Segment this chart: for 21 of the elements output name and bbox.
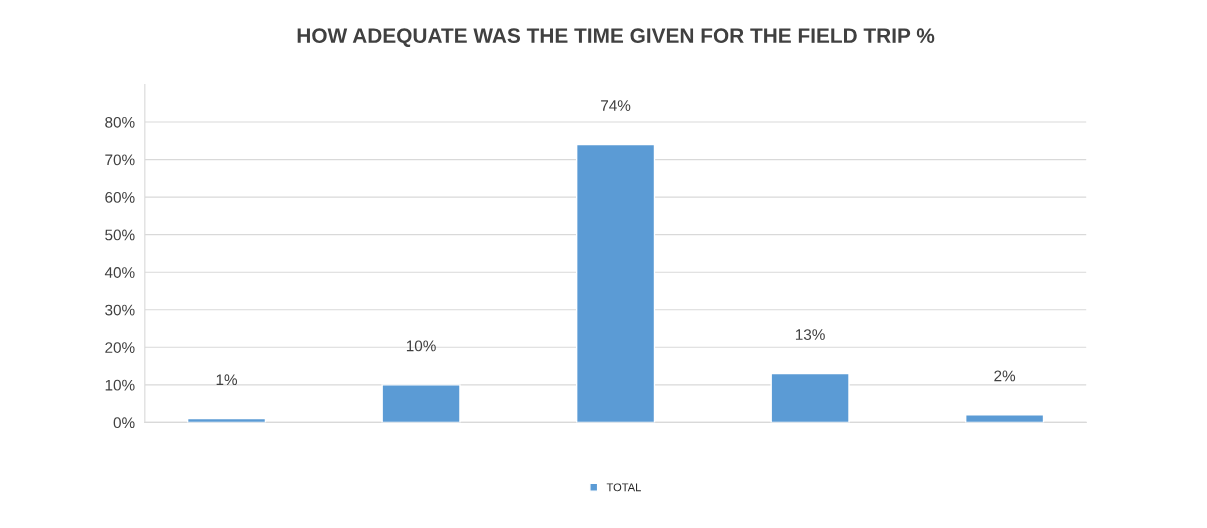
bar bbox=[965, 414, 1045, 423]
y-tick-label: 10% bbox=[105, 379, 135, 391]
y-tick-label: 30% bbox=[105, 304, 135, 316]
y-tick-label: 70% bbox=[105, 154, 135, 166]
y-tick-label: 0% bbox=[113, 417, 135, 429]
data-label: 2% bbox=[994, 370, 1016, 382]
bar bbox=[770, 372, 850, 423]
bar bbox=[575, 143, 656, 423]
y-tick-label: 80% bbox=[105, 116, 135, 128]
y-tick-label: 60% bbox=[105, 191, 135, 203]
data-label: 74% bbox=[601, 100, 631, 111]
legend-label: TOTAL bbox=[606, 483, 641, 492]
bar bbox=[381, 384, 461, 423]
bar bbox=[186, 417, 267, 423]
y-tick-label: 40% bbox=[104, 267, 135, 278]
data-label: 10% bbox=[406, 340, 436, 352]
data-label: 1% bbox=[216, 374, 238, 386]
y-tick-label: 50% bbox=[105, 229, 135, 241]
data-label: 13% bbox=[795, 329, 825, 341]
chart-title: HOW ADEQUATE WAS THE TIME GIVEN FOR THE FIELD TRIP % bbox=[297, 28, 935, 47]
y-tick-label: 20% bbox=[105, 342, 135, 353]
